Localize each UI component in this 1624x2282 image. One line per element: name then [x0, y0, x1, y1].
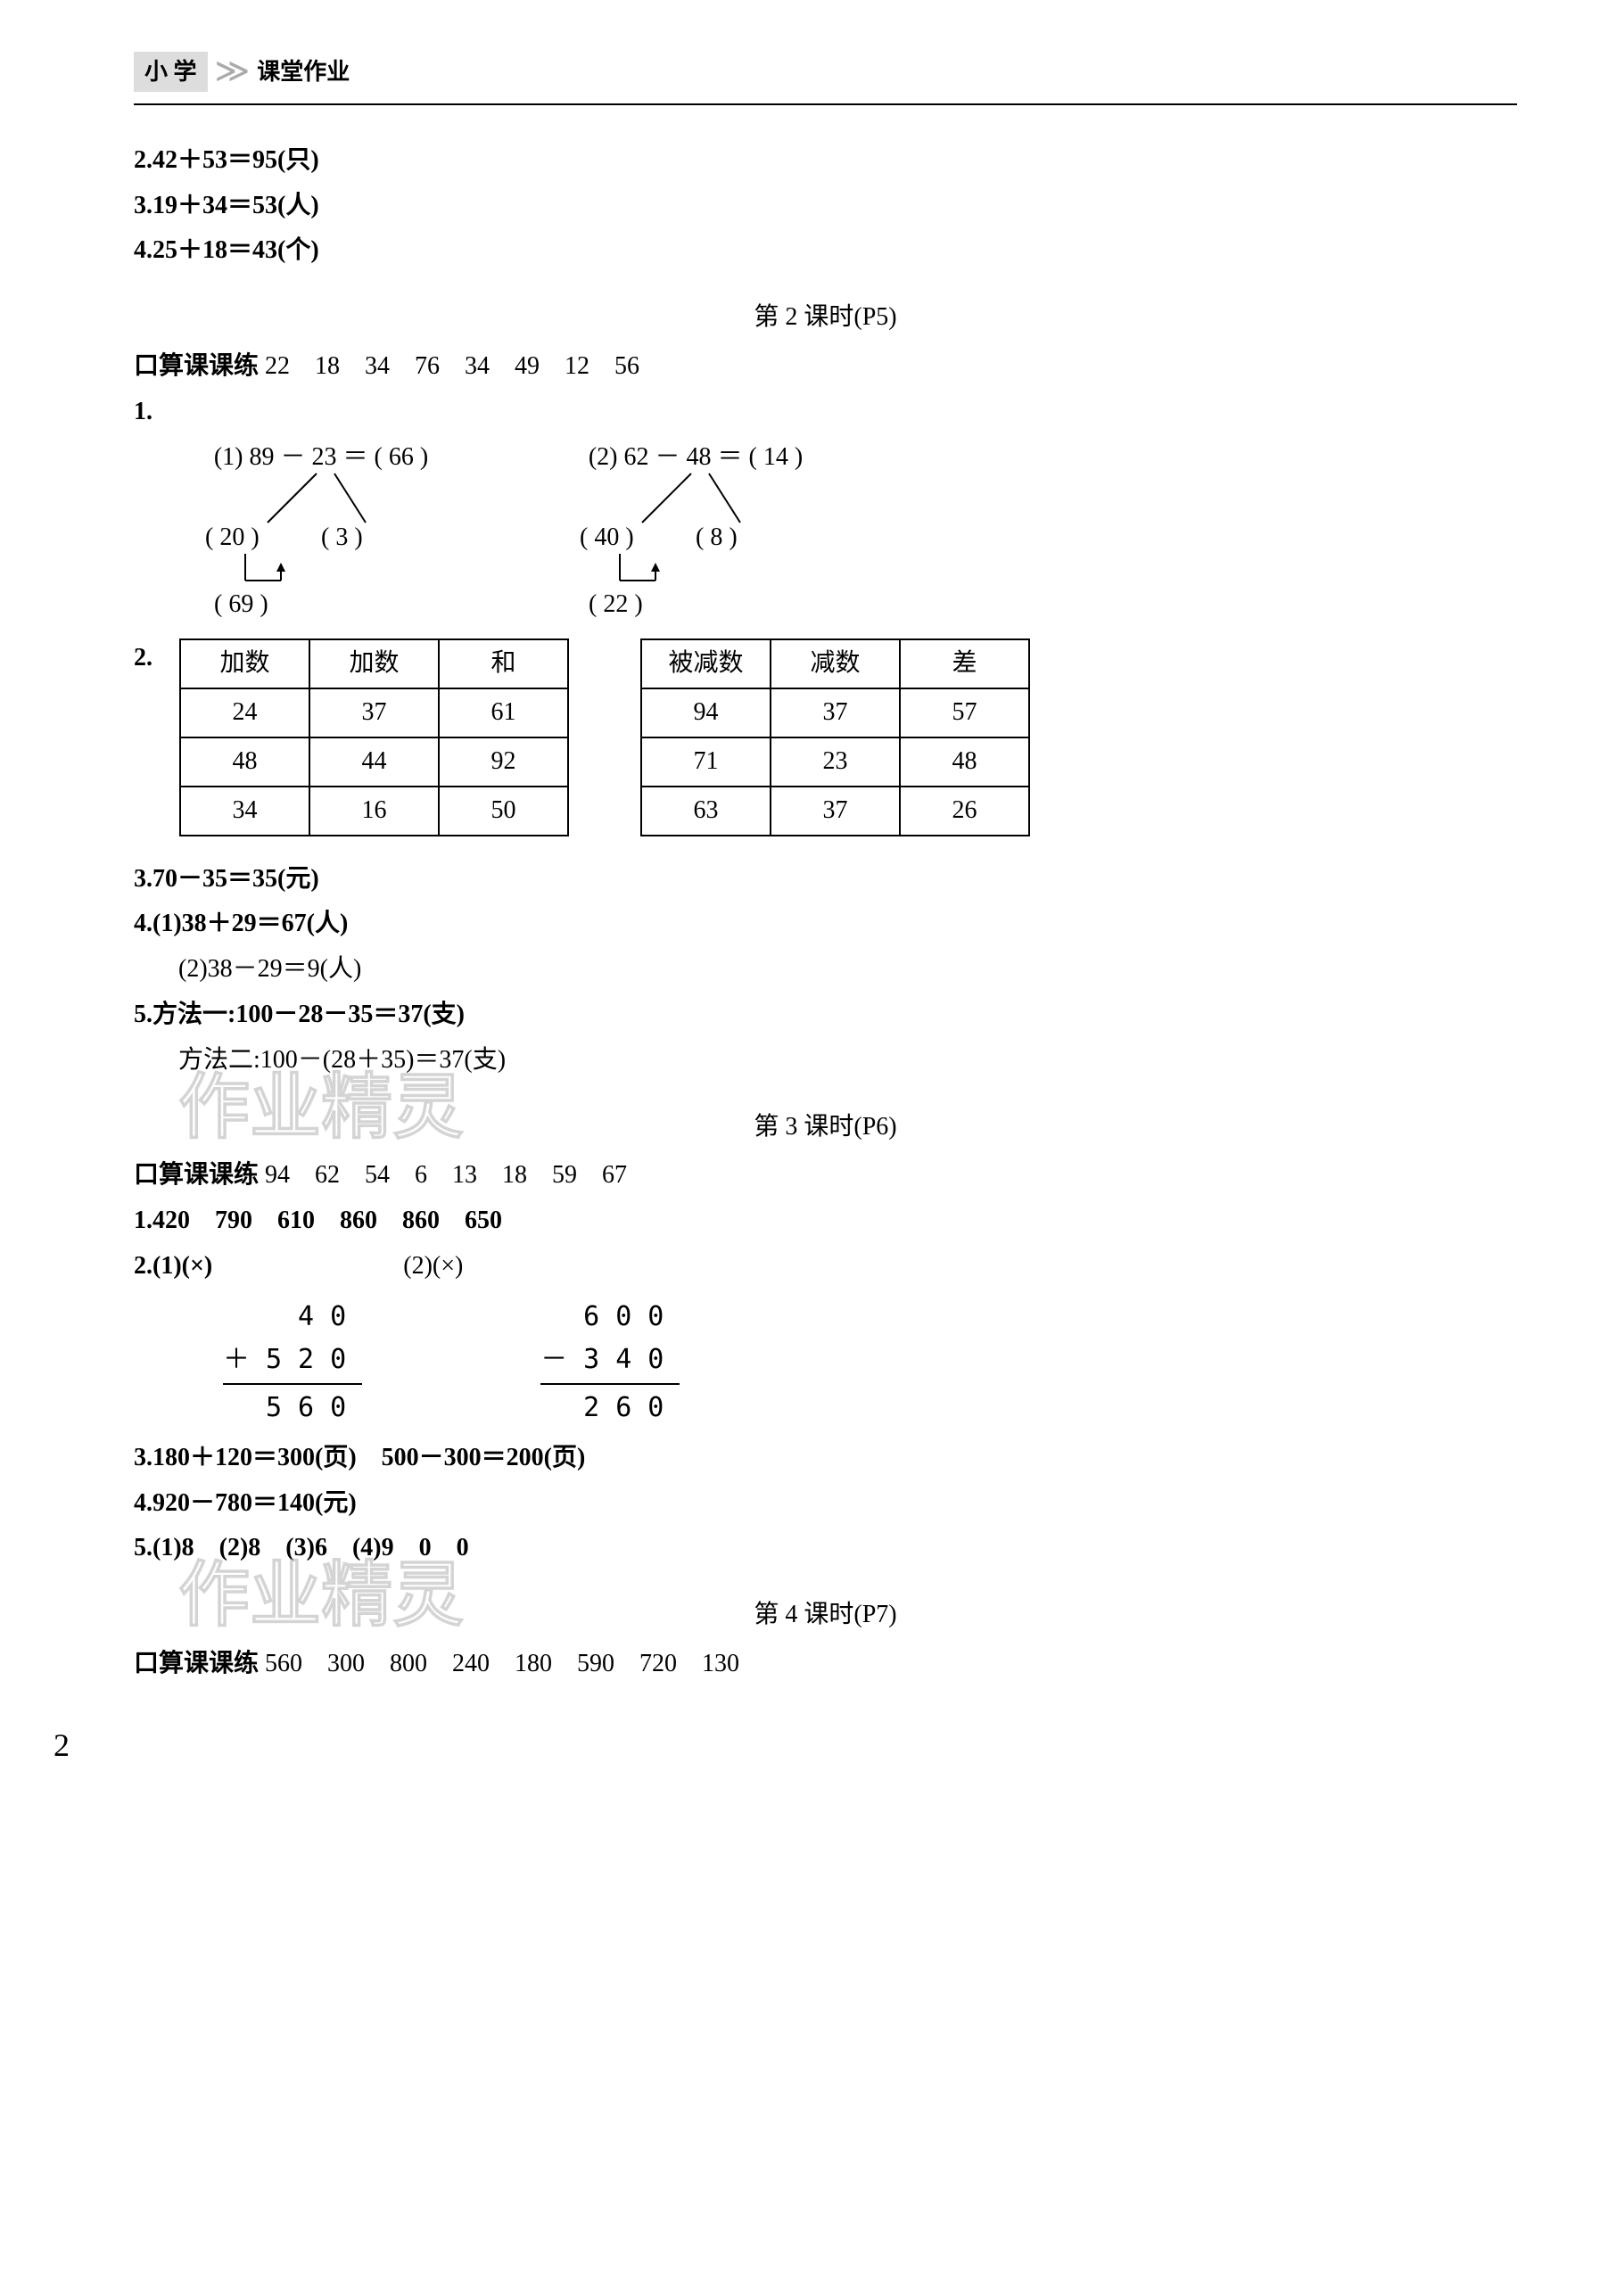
- table-cell: 减数: [771, 639, 900, 688]
- table-cell: 被减数: [641, 639, 771, 688]
- table-row: 94 37 57: [641, 688, 1029, 737]
- table-cell: 61: [439, 688, 568, 737]
- table-cell: 差: [900, 639, 1029, 688]
- kousuan-line: 口算课课练 22 18 34 76 34 49 12 56: [134, 347, 1517, 387]
- vertical-calc-row: 40 ＋520 560 600 －340 260: [223, 1296, 1517, 1429]
- kousuan-line: 口算课课练 94 62 54 6 13 18 59 67: [134, 1156, 1517, 1196]
- q2-row: 2. 加数 加数 和 24 37 61 48 44 92 34 16 50: [134, 630, 1517, 854]
- tree-mid: ( 8 ): [696, 518, 738, 558]
- subtraction-table: 被减数 减数 差 94 37 57 71 23 48 63 37 26: [640, 638, 1030, 836]
- lesson-title: 第 2 课时(P5): [134, 298, 1517, 338]
- table-cell: 48: [900, 737, 1029, 787]
- answer-line: 4.920－780＝140(元): [134, 1484, 1517, 1524]
- chevron-icon: ≫: [215, 45, 242, 99]
- tree-mid: ( 20 ): [205, 518, 260, 558]
- calc-line: 40: [223, 1296, 362, 1339]
- calc-line: 600: [540, 1296, 680, 1339]
- answer-line: 3.19＋34＝53(人): [134, 186, 1517, 227]
- answer-line: 5.(1)8 (2)8 (3)6 (4)9 0 0: [134, 1528, 1517, 1569]
- table-row: 被减数 减数 差: [641, 639, 1029, 688]
- page-header: 小 学 ≫ 课堂作业: [134, 45, 1517, 105]
- table-cell: 37: [309, 688, 439, 737]
- answer-line: 方法二:100－(28＋35)＝37(支): [134, 1041, 1517, 1081]
- table-cell: 加数: [309, 639, 439, 688]
- table-row: 加数 加数 和: [180, 639, 568, 688]
- table-cell: 63: [641, 787, 771, 836]
- table-cell: 92: [439, 737, 568, 787]
- tree-2: (2) 62 － 48 ＝ ( 14 ) ( 40 ) ( 8 ) ( 22 ): [553, 438, 838, 616]
- answer-line: 4.25＋18＝43(个): [134, 231, 1517, 271]
- table-row: 71 23 48: [641, 737, 1029, 787]
- answer-line: 3.180＋120＝300(页) 500－300＝200(页): [134, 1438, 1517, 1479]
- lesson-title: 第 3 课时(P6): [134, 1108, 1517, 1148]
- table-cell: 加数: [180, 639, 309, 688]
- table-cell: 23: [771, 737, 900, 787]
- lesson-title: 第 4 课时(P7): [134, 1595, 1517, 1635]
- q1-label: 1.: [134, 392, 1517, 433]
- tree-bottom: ( 69 ): [214, 585, 268, 625]
- table-cell: 50: [439, 787, 568, 836]
- calc-line: ＋520: [223, 1339, 362, 1381]
- table-cell: 26: [900, 787, 1029, 836]
- table-row: 63 37 26: [641, 787, 1029, 836]
- table-cell: 16: [309, 787, 439, 836]
- table-cell: 94: [641, 688, 771, 737]
- answer-line: 2.42＋53＝95(只): [134, 141, 1517, 181]
- table-cell: 37: [771, 688, 900, 737]
- table-row: 34 16 50: [180, 787, 568, 836]
- table-cell: 和: [439, 639, 568, 688]
- table-cell: 37: [771, 787, 900, 836]
- header-left: 小 学: [134, 52, 208, 93]
- tree-1: (1) 89 － 23 ＝ ( 66 ) ( 20 ) ( 3 ) ( 69 ): [178, 438, 464, 616]
- header-right: 课堂作业: [257, 54, 350, 91]
- kousuan-line: 口算课课练 560 300 800 240 180 590 720 130: [134, 1644, 1517, 1685]
- answer-line: 1.420 790 610 860 860 650: [134, 1201, 1517, 1241]
- answer-line: 4.(1)38＋29＝67(人): [134, 904, 1517, 944]
- q2-label: 2.: [134, 638, 153, 679]
- answer-line: 5.方法一:100－28－35＝37(支): [134, 995, 1517, 1035]
- tables: 加数 加数 和 24 37 61 48 44 92 34 16 50 被减数: [179, 638, 1030, 836]
- table-cell: 48: [180, 737, 309, 787]
- answer-line: 3.70－35＝35(元): [134, 860, 1517, 900]
- table-cell: 24: [180, 688, 309, 737]
- tree-diagrams: (1) 89 － 23 ＝ ( 66 ) ( 20 ) ( 3 ) ( 69 )…: [178, 438, 1517, 616]
- answer-line: (2)38－29＝9(人): [134, 950, 1517, 990]
- calc-result: 260: [540, 1383, 680, 1429]
- addition-table: 加数 加数 和 24 37 61 48 44 92 34 16 50: [179, 638, 569, 836]
- vertical-calc: 40 ＋520 560: [223, 1296, 362, 1429]
- tree-mid: ( 3 ): [321, 518, 363, 558]
- table-cell: 34: [180, 787, 309, 836]
- page-number: 2: [54, 1720, 1517, 1772]
- answer-line: 2.(1)(×) (2)(×): [134, 1247, 1517, 1287]
- tree-bottom: ( 22 ): [589, 585, 643, 625]
- table-cell: 44: [309, 737, 439, 787]
- calc-result: 560: [223, 1383, 362, 1429]
- table-row: 24 37 61: [180, 688, 568, 737]
- table-cell: 71: [641, 737, 771, 787]
- calc-line: －340: [540, 1339, 680, 1381]
- table-cell: 57: [900, 688, 1029, 737]
- tree-mid: ( 40 ): [580, 518, 634, 558]
- vertical-calc: 600 －340 260: [540, 1296, 680, 1429]
- table-row: 48 44 92: [180, 737, 568, 787]
